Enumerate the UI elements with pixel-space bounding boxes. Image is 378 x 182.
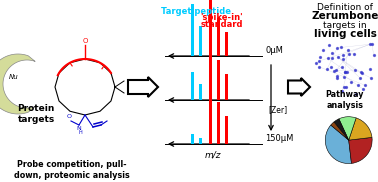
Bar <box>198 138 201 144</box>
Point <box>335 56 341 59</box>
Point <box>338 46 344 48</box>
Text: m/z: m/z <box>205 151 221 160</box>
Bar <box>217 60 220 100</box>
Point <box>341 85 347 88</box>
Point <box>344 71 350 74</box>
Point <box>325 57 331 60</box>
Point <box>339 90 345 93</box>
Wedge shape <box>334 119 349 140</box>
Point <box>362 84 368 87</box>
Text: [Zer]: [Zer] <box>268 105 287 114</box>
Point <box>340 54 346 57</box>
Point <box>326 43 332 46</box>
Point <box>313 62 319 65</box>
Text: Probe competition, pull-
down, proteomic analysis: Probe competition, pull- down, proteomic… <box>14 160 130 180</box>
Bar <box>198 84 201 100</box>
Point <box>367 43 373 46</box>
Point <box>343 86 349 89</box>
Wedge shape <box>339 117 356 140</box>
Text: standard: standard <box>201 20 243 29</box>
Text: living cells: living cells <box>314 29 376 39</box>
Point <box>328 65 334 68</box>
Bar <box>209 40 212 100</box>
Point <box>341 76 347 79</box>
Point <box>316 60 322 62</box>
FancyArrow shape <box>288 78 310 96</box>
Bar <box>191 134 194 144</box>
Text: Pathway
analysis: Pathway analysis <box>326 90 364 110</box>
Bar <box>191 72 194 100</box>
Text: 'spike-in': 'spike-in' <box>201 13 243 22</box>
Bar <box>191 4 194 56</box>
Point <box>358 71 364 74</box>
Wedge shape <box>325 125 352 164</box>
Text: targets in: targets in <box>323 21 367 29</box>
Bar <box>217 18 220 56</box>
Point <box>331 69 337 72</box>
Point <box>316 65 322 68</box>
Text: O: O <box>67 114 71 120</box>
Point <box>345 48 351 51</box>
Point <box>339 58 345 60</box>
Point <box>346 52 352 55</box>
Point <box>353 92 359 95</box>
Point <box>348 80 354 83</box>
Text: Nu: Nu <box>9 74 19 80</box>
Polygon shape <box>0 54 35 114</box>
Point <box>359 71 365 74</box>
Point <box>369 42 375 45</box>
Text: N: N <box>77 126 81 132</box>
Point <box>334 77 340 80</box>
Point <box>328 51 335 54</box>
Point <box>355 83 361 86</box>
Point <box>316 55 322 58</box>
Point <box>342 70 348 73</box>
Point <box>357 76 363 79</box>
Point <box>324 67 330 70</box>
Point <box>352 52 358 55</box>
Point <box>368 76 374 79</box>
Point <box>320 49 326 52</box>
Bar <box>209 82 212 144</box>
Text: 150μM: 150μM <box>265 134 293 143</box>
Text: 0μM: 0μM <box>265 46 283 55</box>
FancyArrow shape <box>128 77 158 97</box>
Point <box>333 69 339 72</box>
Point <box>352 68 358 71</box>
Bar <box>225 74 228 100</box>
Point <box>342 71 348 74</box>
Bar <box>225 32 228 56</box>
Bar <box>209 0 212 56</box>
Point <box>334 46 340 49</box>
Point <box>339 65 345 68</box>
Text: Definition of: Definition of <box>317 3 373 11</box>
Wedge shape <box>331 122 349 140</box>
Text: Protein
targets: Protein targets <box>17 104 55 124</box>
Text: O: O <box>82 38 88 44</box>
Text: H: H <box>78 130 82 136</box>
Point <box>329 56 335 59</box>
Point <box>371 54 377 57</box>
Bar <box>217 102 220 144</box>
Text: Zerumbone: Zerumbone <box>311 11 378 21</box>
Wedge shape <box>349 118 372 140</box>
Bar <box>198 26 201 56</box>
Point <box>334 75 340 78</box>
Text: Target peptide: Target peptide <box>161 7 231 16</box>
Wedge shape <box>349 137 372 163</box>
Point <box>360 88 366 91</box>
Bar <box>225 116 228 144</box>
Point <box>367 68 373 71</box>
